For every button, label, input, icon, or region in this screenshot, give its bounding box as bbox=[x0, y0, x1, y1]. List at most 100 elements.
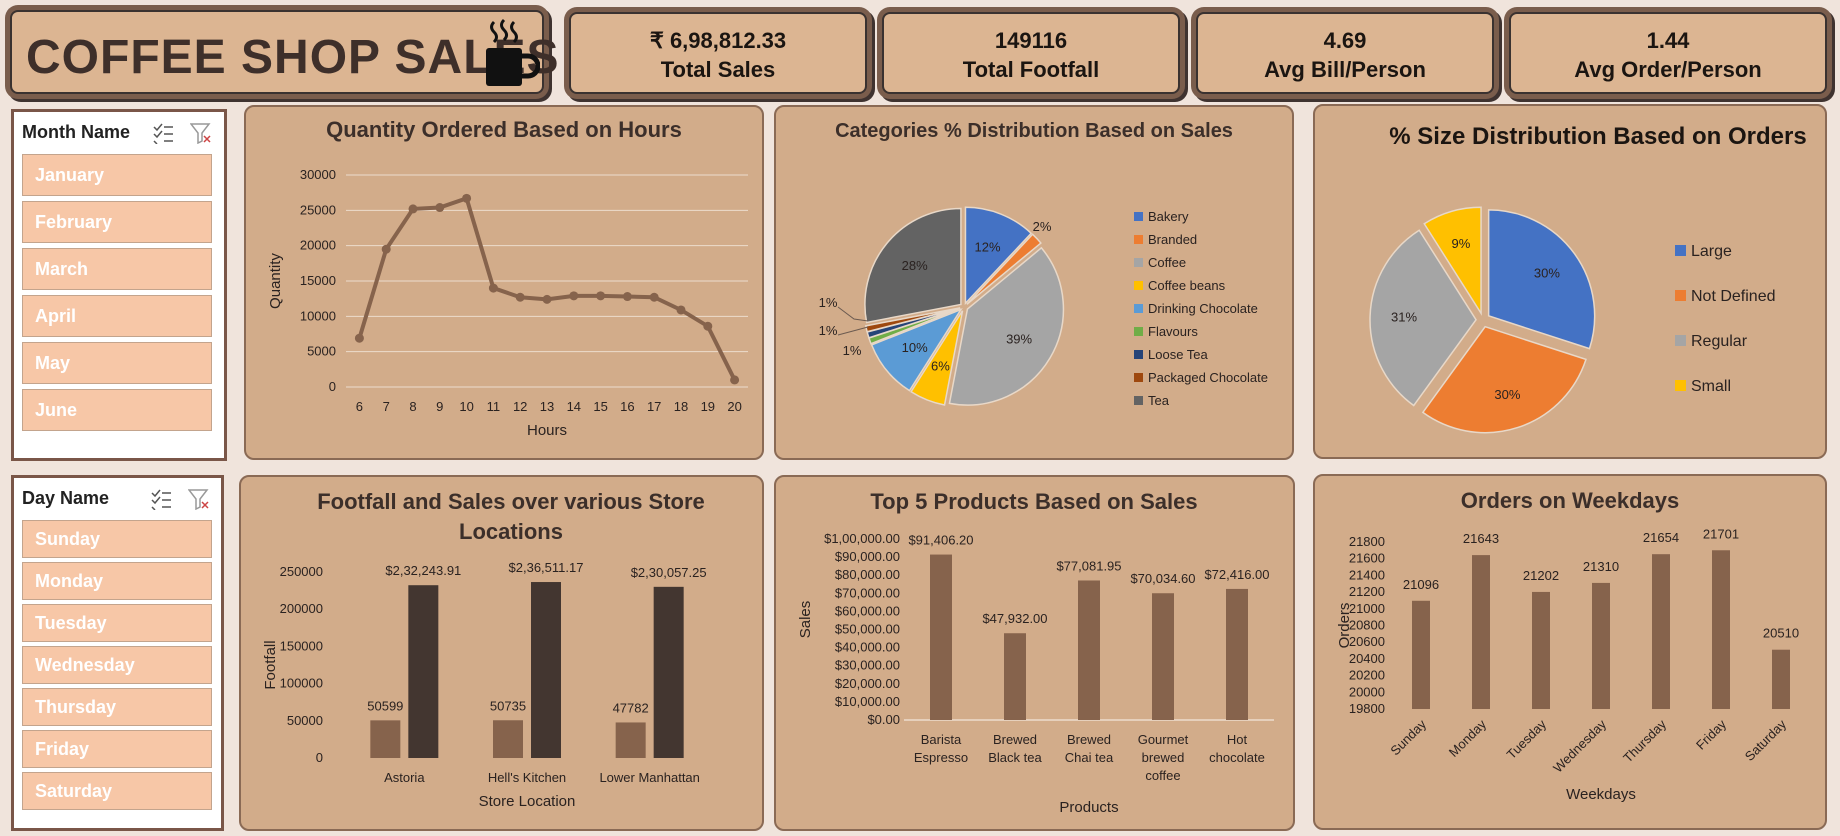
x-tick-label: chocolate bbox=[1209, 750, 1265, 765]
chart-title: % Size Distribution Based on Orders bbox=[1389, 123, 1806, 150]
chart-title: Orders on Weekdays bbox=[1461, 488, 1679, 513]
pie-slice bbox=[1421, 325, 1587, 434]
bar bbox=[1772, 649, 1790, 709]
leader-line bbox=[837, 306, 869, 322]
y-tick-label: $10,000.00 bbox=[835, 694, 900, 709]
x-tick-label: Gourmet bbox=[1138, 732, 1189, 747]
slicer-item-monday[interactable]: Monday bbox=[22, 562, 212, 600]
legend-label: Coffee bbox=[1148, 255, 1186, 270]
slice-label: 31% bbox=[1391, 310, 1417, 325]
slicer-item-june[interactable]: June bbox=[22, 389, 212, 431]
x-tick-label: coffee bbox=[1145, 768, 1180, 783]
x-tick-label: Brewed bbox=[1067, 732, 1111, 747]
data-point bbox=[676, 305, 686, 315]
slicer-item-january[interactable]: January bbox=[22, 154, 212, 196]
x-tick-label: 14 bbox=[567, 399, 581, 414]
hours-line-chart: Quantity Ordered Based on Hours 0 5000 1000… bbox=[267, 117, 748, 439]
categories-pie-chart: Categories % Distribution Based on Sales… bbox=[819, 120, 1268, 408]
data-label: 21643 bbox=[1463, 531, 1499, 546]
slicer-item-saturday[interactable]: Saturday bbox=[22, 772, 212, 810]
y-tick-label: 20400 bbox=[1349, 651, 1385, 666]
bar bbox=[370, 720, 401, 758]
clear-filter-icon[interactable] bbox=[190, 122, 212, 144]
bar bbox=[1226, 588, 1248, 720]
sizes-pie-chart: % Size Distribution Based on Orders 30% 30… bbox=[1369, 123, 1807, 434]
slice-label: 30% bbox=[1494, 387, 1520, 402]
slicer-item-tuesday[interactable]: Tuesday bbox=[22, 604, 212, 642]
y-tick-label: $50,000.00 bbox=[835, 622, 900, 637]
slicer-item-april[interactable]: April bbox=[22, 295, 212, 337]
legend-swatch bbox=[1134, 212, 1143, 221]
legend-swatch bbox=[1675, 380, 1686, 391]
x-tick-label: 17 bbox=[647, 399, 661, 414]
sizes-chart-card: % Size Distribution Based on Orders 30% 30… bbox=[1313, 104, 1827, 459]
leader-line bbox=[837, 326, 869, 336]
slice-label: 39% bbox=[1006, 332, 1032, 347]
data-point bbox=[408, 204, 418, 214]
slicer-item-friday[interactable]: Friday bbox=[22, 730, 212, 768]
x-tick-label: 7 bbox=[383, 399, 390, 414]
y-tick-label: 20800 bbox=[1349, 618, 1385, 633]
x-tick-label: 18 bbox=[674, 399, 688, 414]
y-tick-label: 21400 bbox=[1349, 567, 1385, 582]
slice-label: 30% bbox=[1534, 266, 1560, 281]
y-tick-label: 19800 bbox=[1349, 701, 1385, 716]
legend-swatch bbox=[1134, 350, 1143, 359]
legend-label: Flavours bbox=[1148, 324, 1198, 339]
clear-filter-icon[interactable] bbox=[188, 488, 210, 510]
kpi-avg-bill: 4.69 Avg Bill/Person bbox=[1196, 12, 1494, 94]
y-tick-label: $80,000.00 bbox=[835, 567, 900, 582]
x-tick-label: 20 bbox=[727, 399, 741, 414]
series-line bbox=[357, 195, 737, 381]
legend-swatch bbox=[1134, 396, 1143, 405]
bar bbox=[1652, 554, 1670, 709]
slice-label: 28% bbox=[902, 258, 928, 273]
multi-select-icon[interactable] bbox=[150, 488, 172, 510]
data-label: 21310 bbox=[1583, 559, 1619, 574]
x-tick-label: Sunday bbox=[1387, 716, 1429, 758]
x-tick-label: Brewed bbox=[993, 732, 1037, 747]
legend-swatch bbox=[1675, 335, 1686, 346]
y-tick-label: 20000 bbox=[1349, 684, 1385, 699]
pie-slice bbox=[910, 310, 964, 406]
legend-swatch bbox=[1134, 281, 1143, 290]
data-point bbox=[488, 283, 498, 293]
legend-label: Coffee beans bbox=[1148, 278, 1226, 293]
kpi-label: Avg Bill/Person bbox=[1264, 57, 1426, 82]
slicer-item-sunday[interactable]: Sunday bbox=[22, 520, 212, 558]
coffee-cup-icon bbox=[486, 18, 540, 86]
y-tick-label: 250000 bbox=[280, 564, 323, 579]
kpi-label: Total Sales bbox=[660, 57, 776, 82]
x-tick-label: Astoria bbox=[384, 770, 425, 785]
x-tick-label: Hell's Kitchen bbox=[488, 770, 566, 785]
dashboard-title-card: COFFEE SHOP SALES bbox=[10, 10, 559, 94]
slice-label: 6% bbox=[931, 359, 950, 374]
y-tick-label: 50000 bbox=[287, 713, 323, 728]
y-tick-label: 21600 bbox=[1349, 551, 1385, 566]
y-tick-label: 100000 bbox=[280, 676, 323, 691]
kpi-value: ₹ 6,98,812.33 bbox=[649, 28, 787, 53]
bar bbox=[930, 554, 952, 720]
y-tick-label: $20,000.00 bbox=[835, 676, 900, 691]
x-axis-label: Store Location bbox=[479, 793, 576, 810]
pie-slice bbox=[948, 246, 1065, 406]
slicer-item-thursday[interactable]: Thursday bbox=[22, 688, 212, 726]
data-point bbox=[381, 244, 391, 254]
data-point bbox=[703, 321, 713, 331]
slicer-item-february[interactable]: February bbox=[22, 201, 212, 243]
multi-select-icon[interactable] bbox=[152, 122, 174, 144]
products-chart-card: Top 5 Products Based on Sales $0.00 $10,00… bbox=[774, 475, 1295, 831]
slicer-item-wednesday[interactable]: Wednesday bbox=[22, 646, 212, 684]
legend-swatch bbox=[1134, 235, 1143, 244]
data-point bbox=[515, 292, 525, 302]
legend-label: Drinking Chocolate bbox=[1148, 301, 1258, 316]
x-tick-label: 9 bbox=[436, 399, 443, 414]
x-tick-label: Monday bbox=[1446, 716, 1490, 760]
bar bbox=[615, 722, 646, 758]
slicer-item-march[interactable]: March bbox=[22, 248, 212, 290]
y-tick-label: 5000 bbox=[307, 344, 336, 359]
legend-label: Not Defined bbox=[1691, 288, 1776, 305]
data-point bbox=[569, 291, 579, 301]
data-point bbox=[435, 203, 445, 213]
slicer-item-may[interactable]: May bbox=[22, 342, 212, 384]
